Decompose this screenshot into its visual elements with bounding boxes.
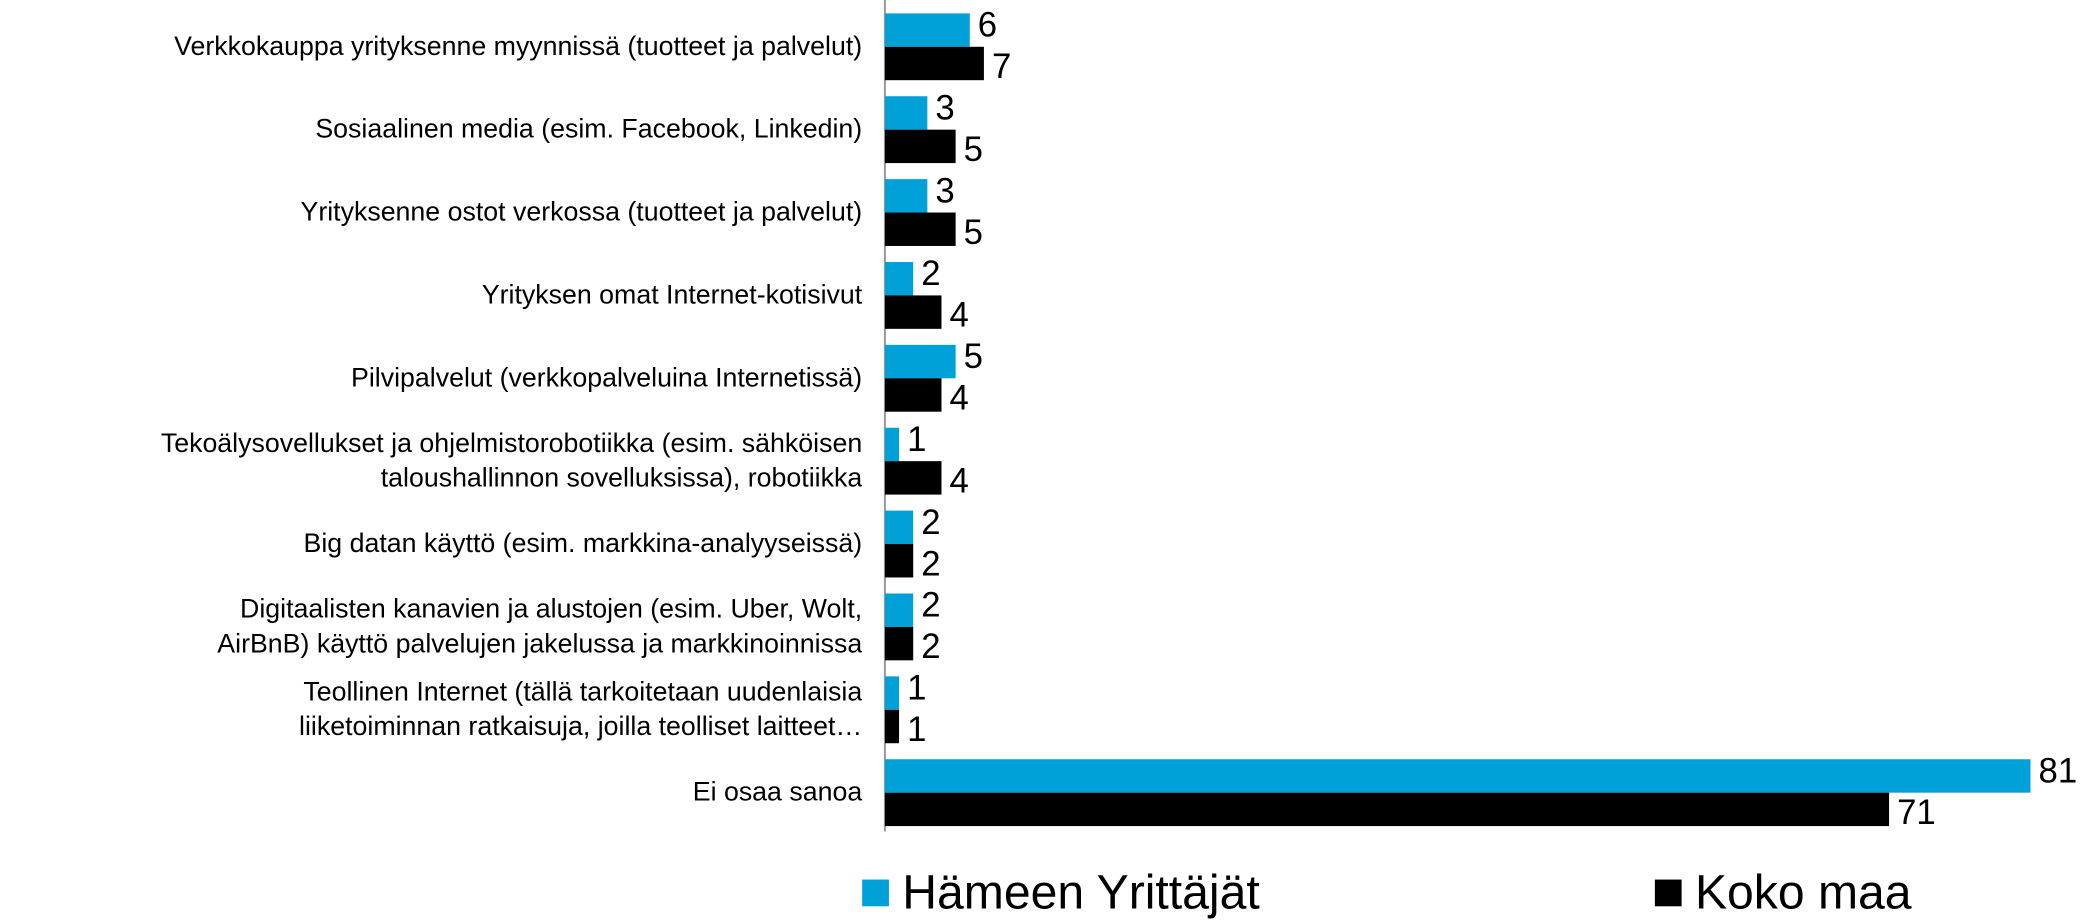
category-label-box: Pilvipalvelut (verkkopalveluina Internet…	[351, 363, 863, 393]
data-label: 81	[2039, 752, 2078, 790]
category-label-box: Verkkokauppa yrityksenne myynnissä (tuot…	[174, 32, 863, 62]
y-tick-label: Sosiaalinen media (esim. Facebook, Linke…	[315, 114, 863, 145]
data-label: 4	[950, 462, 969, 500]
category-label-box: Yrityksenne ostot verkossa (tuotteet ja …	[300, 197, 863, 228]
y-tick-label: Ei osaa sanoa	[692, 777, 863, 808]
y-tick-label: Verkkokauppa yrityksenne myynnissä (tuot…	[174, 32, 863, 62]
category-label-box: Teollinen Internet (tällä tarkoitetaan u…	[299, 677, 863, 742]
data-label: 3	[935, 89, 954, 127]
y-tick-label: Yrityksen omat Internet-kotisivut	[481, 280, 863, 311]
bar	[884, 295, 942, 329]
data-label: 2	[921, 628, 940, 666]
bar	[884, 129, 956, 164]
bar	[884, 13, 970, 47]
bar	[884, 510, 914, 545]
category-label-box: Digitaalisten kanavien ja alustojen (esi…	[217, 594, 863, 659]
legend-label: Koko maa	[1695, 865, 1912, 919]
legend-swatch	[862, 879, 889, 907]
data-label: 6	[978, 7, 997, 45]
data-label: 2	[921, 545, 940, 583]
bar	[884, 261, 914, 296]
data-label: 1	[907, 421, 926, 459]
data-label: 2	[921, 587, 940, 625]
legend-swatch	[1654, 879, 1682, 907]
bar	[884, 676, 900, 710]
data-label: 5	[964, 214, 983, 252]
y-tick-label: Teollinen Internet (tällä tarkoitetaan u…	[299, 677, 863, 742]
bar	[884, 344, 956, 379]
data-label: 2	[921, 504, 940, 542]
bar	[884, 544, 914, 578]
y-tick-label: Tekoälysovellukset ja ohjelmistorobotiik…	[160, 429, 863, 494]
bar	[884, 792, 1890, 827]
data-label: 7	[992, 48, 1011, 86]
bar	[884, 427, 900, 462]
y-tick-label: Pilvipalvelut (verkkopalveluina Internet…	[351, 363, 863, 393]
bar	[884, 179, 928, 213]
data-label: 1	[907, 670, 926, 708]
data-label: 4	[950, 297, 969, 335]
bar	[884, 709, 900, 744]
data-label: 5	[964, 131, 983, 169]
category-label-box: Big datan käyttö (esim. markkina-analyys…	[303, 529, 863, 559]
bar	[884, 212, 956, 246]
category-label-box: Yrityksen omat Internet-kotisivut	[481, 280, 863, 311]
legend-label: Hämeen Yrittäjät	[902, 865, 1260, 919]
bar	[884, 461, 942, 495]
y-tick-label: Digitaalisten kanavien ja alustojen (esi…	[217, 594, 863, 659]
category-label-box: Ei osaa sanoa	[692, 777, 863, 808]
data-label: 5	[964, 338, 983, 376]
data-label: 1	[907, 711, 926, 749]
category-label-box: Tekoälysovellukset ja ohjelmistorobotiik…	[160, 429, 863, 494]
data-label: 4	[950, 380, 969, 418]
y-tick-label: Yrityksenne ostot verkossa (tuotteet ja …	[300, 197, 863, 228]
bar	[884, 759, 2031, 793]
bar	[884, 378, 942, 412]
data-label: 3	[935, 172, 954, 210]
bar	[884, 626, 914, 661]
data-label: 71	[1897, 794, 1936, 832]
y-tick-label: Big datan käyttö (esim. markkina-analyys…	[303, 529, 863, 559]
category-label-box: Sosiaalinen media (esim. Facebook, Linke…	[315, 114, 863, 145]
bar	[884, 46, 984, 81]
data-label: 2	[921, 255, 940, 293]
bar	[884, 96, 928, 130]
bar	[884, 593, 914, 627]
